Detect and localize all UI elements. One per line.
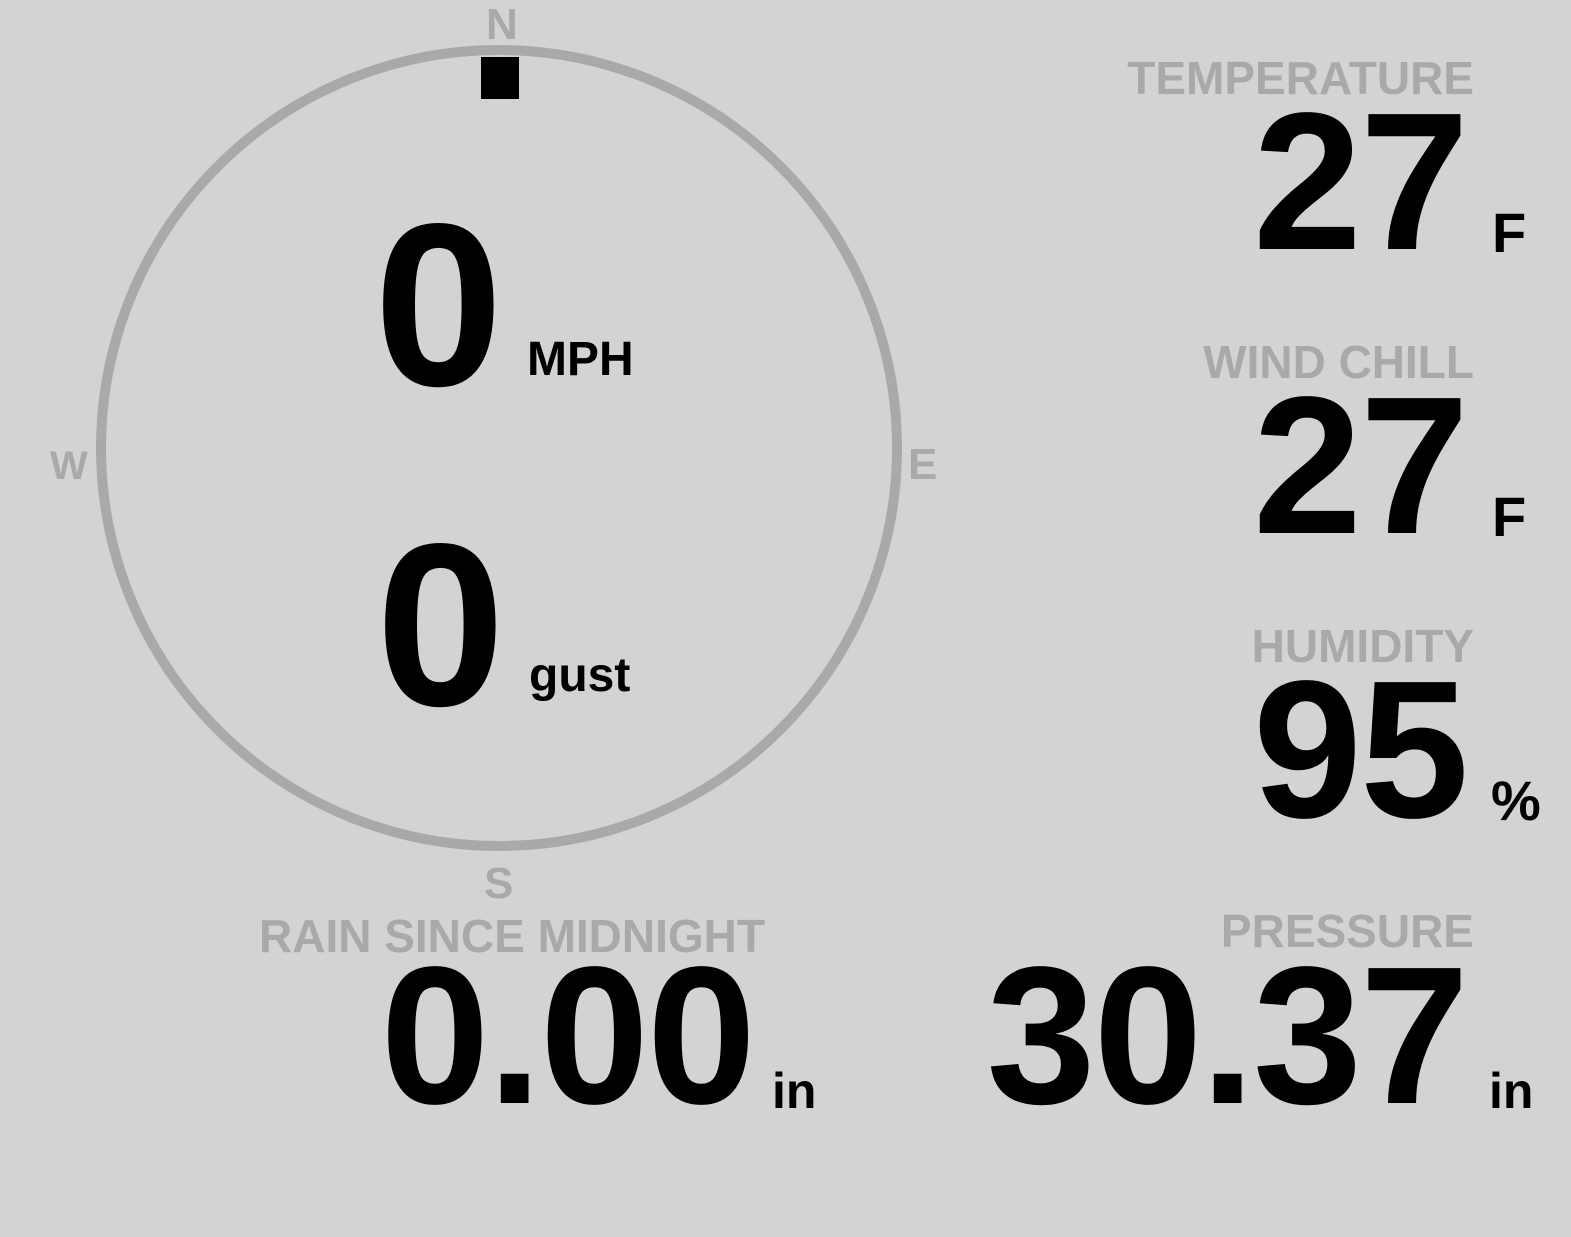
compass-west: W: [50, 444, 88, 488]
temperature-unit: F: [1492, 201, 1527, 264]
temperature-value: 27: [1252, 72, 1469, 291]
wind-speed-value: 0: [374, 176, 504, 435]
wind-gust-value: 0: [376, 496, 506, 755]
humidity-label: HUMIDITY: [1251, 620, 1474, 672]
wind-chill-value: 27: [1252, 356, 1469, 575]
wind-chill-unit: F: [1492, 485, 1527, 548]
temperature-label: TEMPERATURE: [1127, 52, 1474, 104]
pressure-label: PRESSURE: [1220, 905, 1474, 957]
wind-speed-unit: MPH: [527, 333, 634, 386]
compass-ring: [96, 45, 902, 851]
humidity-value: 95: [1252, 640, 1469, 859]
rain-label: RAIN SINCE MIDNIGHT: [259, 910, 765, 962]
rain-value: 0.00: [380, 926, 756, 1145]
compass-south: S: [484, 859, 514, 908]
pressure-value: 30.37: [986, 926, 1469, 1145]
humidity-unit: %: [1491, 769, 1541, 832]
compass-north: N: [486, 0, 518, 49]
wind-direction-pointer: [481, 57, 519, 99]
pressure-unit: in: [1489, 1063, 1534, 1119]
wind-gust-unit: gust: [529, 649, 631, 702]
rain-unit: in: [772, 1063, 817, 1119]
wind-chill-label: WIND CHILL: [1203, 336, 1474, 388]
compass-east: E: [908, 440, 938, 489]
